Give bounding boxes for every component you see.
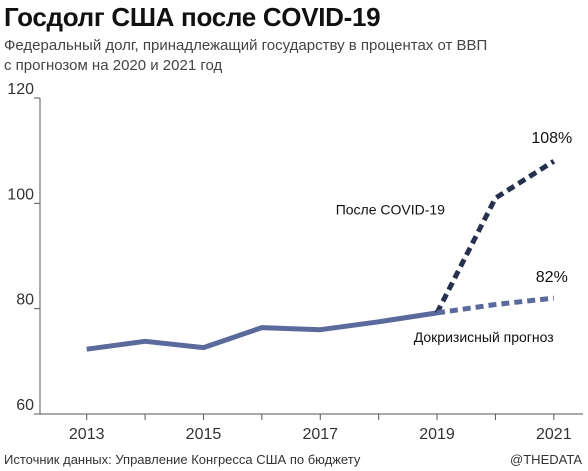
y-tick-label: 100	[7, 186, 34, 203]
x-tick-label: 2015	[186, 426, 222, 443]
series-covid-line	[434, 159, 556, 315]
series-precrisis-line	[436, 295, 555, 316]
y-tick-label: 120	[7, 81, 34, 98]
chart-title: Госдолг США после COVID-19	[4, 2, 381, 32]
source-note: Источник данных: Управление Конгресса СШ…	[4, 452, 361, 467]
subtitle-line-1: Федеральный долг, принадлежащий государс…	[4, 37, 488, 54]
y-axis: 60 80 100 120	[7, 81, 41, 415]
end-label-covid: 108%	[531, 130, 572, 147]
y-tick-label: 80	[16, 292, 34, 309]
end-label-precrisis: 82%	[536, 269, 568, 286]
chart-subtitle: Федеральный долг, принадлежащий государс…	[4, 36, 487, 76]
series-group	[86, 159, 556, 352]
y-tick-label: 60	[16, 397, 34, 414]
x-tick-label: 2013	[69, 426, 105, 443]
x-tick-label: 2017	[302, 426, 338, 443]
credit-label: @THEDATA	[510, 452, 582, 467]
series-name-covid: После COVID-19	[336, 202, 445, 218]
x-axis: 2013 2015 2017 2019 2021	[40, 413, 583, 443]
x-tick-label: 2019	[419, 426, 455, 443]
series-actual-line	[86, 310, 438, 352]
subtitle-line-2: с прогнозом на 2020 и 2021 год	[4, 57, 223, 74]
x-tick-label: 2021	[536, 426, 572, 443]
series-name-precrisis: Докризисный прогноз	[414, 329, 554, 345]
series-labels: После COVID-19 Докризисный прогноз 108% 82%	[336, 130, 573, 345]
